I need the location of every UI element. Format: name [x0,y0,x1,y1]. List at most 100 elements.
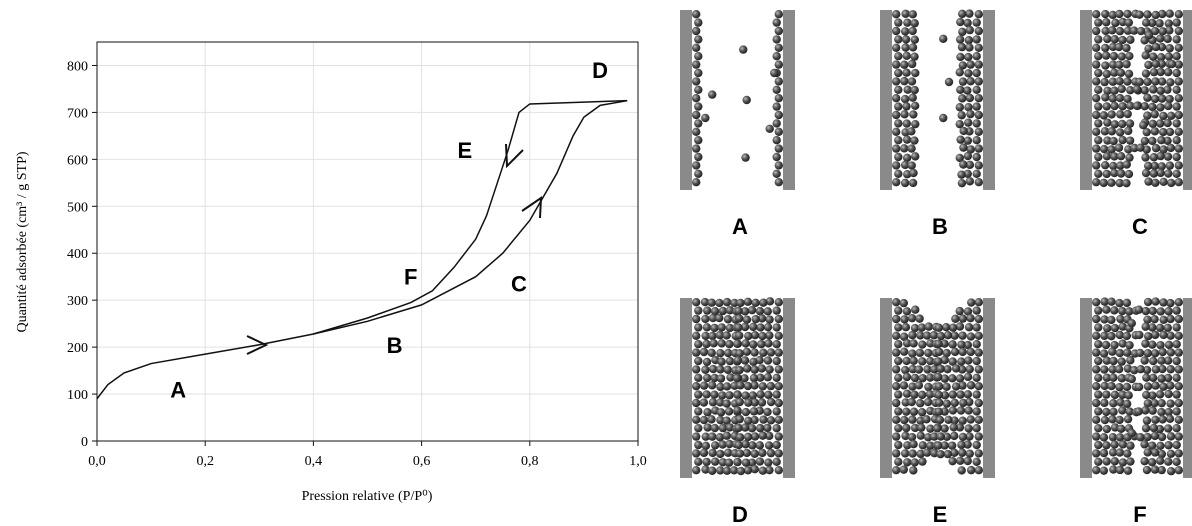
molecule [930,365,939,374]
molecule [1108,365,1117,374]
molecule [763,407,772,417]
molecule [1092,10,1101,19]
molecule [1134,305,1144,314]
molecule [965,25,975,35]
molecule [1115,128,1125,137]
panel-label: F [1133,502,1146,526]
molecule [1148,391,1157,400]
molecule [957,466,966,475]
molecule [1123,109,1132,119]
molecule [743,297,753,306]
molecule [1144,161,1153,171]
molecule [901,365,910,375]
x-tick-label: 0,6 [413,454,431,469]
molecule [1126,457,1135,466]
molecule [774,161,783,170]
molecule [1174,449,1184,458]
molecule [1148,306,1157,316]
molecule [955,119,964,129]
molecule [774,432,783,441]
molecule [716,365,725,374]
molecule [1117,357,1126,366]
molecule [1174,26,1184,36]
molecule [1135,348,1145,358]
molecule [1165,9,1174,18]
molecule [692,60,701,69]
molecule [972,306,981,315]
molecule [963,456,972,466]
molecule [967,298,976,307]
molecule [900,415,909,425]
molecule [1115,433,1125,442]
molecule [1166,381,1175,390]
molecule [894,356,903,366]
molecule [1102,424,1112,434]
molecule [1143,399,1153,408]
molecule [739,45,748,54]
molecule [917,408,927,417]
molecule [774,298,783,307]
molecule [1092,466,1101,475]
molecule [766,381,776,391]
molecule [1174,415,1184,424]
molecule [964,356,973,365]
molecule [956,52,965,62]
molecule [1094,306,1103,315]
pore-panels: A B C D E F [680,9,1192,526]
molecule [1141,322,1150,331]
molecule [972,102,981,111]
molecule [1110,86,1119,95]
molecule [724,458,734,467]
molecule [1123,77,1132,86]
molecule [964,406,973,415]
molecule [901,322,911,332]
molecule [1172,340,1181,349]
molecule [1172,85,1181,95]
molecule [735,414,744,424]
molecule [1111,18,1120,28]
molecule [892,144,901,153]
molecule [723,315,733,324]
molecule [966,347,976,357]
molecule [1101,51,1111,60]
molecule [1157,432,1167,442]
molecule [692,161,701,170]
molecule [750,365,759,374]
molecule [1172,52,1181,61]
molecule [699,347,709,357]
molecule [908,93,917,102]
molecule [1151,365,1161,374]
molecule [1163,67,1173,77]
molecule [774,110,783,120]
molecule [774,144,783,153]
molecule [717,339,726,348]
molecule [974,298,983,307]
molecule [749,340,758,349]
molecule [948,374,957,383]
molecule [756,323,765,332]
molecule [710,390,719,399]
molecule [735,314,744,323]
molecule [709,364,718,374]
molecule [910,458,919,467]
molecule [710,441,720,450]
molecule [1101,43,1110,53]
molecule [1150,161,1159,171]
molecule [1108,60,1118,69]
molecule [902,339,912,348]
molecule [892,398,901,408]
molecule [742,315,752,324]
molecule [774,10,783,19]
molecule [1164,52,1174,61]
molecule [1174,144,1184,153]
molecule [1127,374,1136,384]
molecule [742,95,751,105]
molecule [1094,85,1103,95]
molecule [972,35,981,44]
molecule [910,52,919,61]
molecule [1124,169,1134,179]
molecule [963,18,972,28]
molecule [1158,364,1167,374]
molecule [702,357,712,367]
